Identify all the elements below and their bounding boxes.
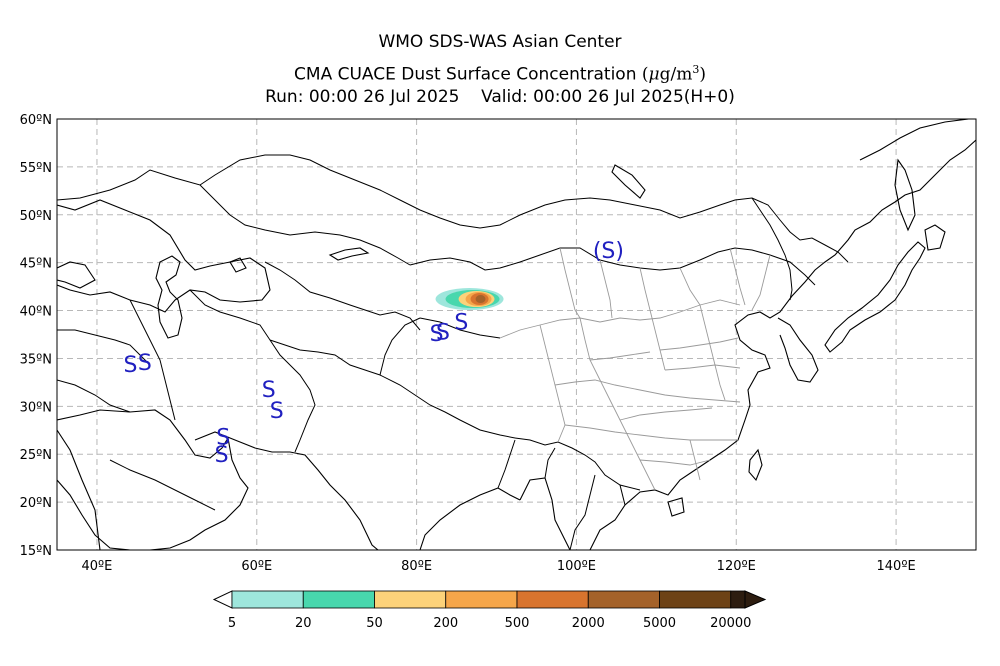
lon-tick-label: 60ºE bbox=[241, 559, 272, 574]
lat-tick-label: 40ºN bbox=[20, 305, 52, 320]
colorbar-label: 2000 bbox=[572, 616, 605, 631]
lat-tick-label: 45ºN bbox=[20, 257, 52, 272]
colorbar-label: 5 bbox=[228, 616, 236, 631]
lon-tick-label: 100ºE bbox=[557, 559, 596, 574]
latitude-labels: 60ºN 55ºN 50ºN 45ºN 40ºN 35ºN 30ºN 25ºN 20ºN 15ºN bbox=[20, 113, 52, 559]
map-frame bbox=[56, 118, 977, 551]
dust-plume bbox=[435, 288, 504, 311]
dust-storm-symbol: S bbox=[124, 353, 138, 378]
lon-tick-label: 40ºE bbox=[82, 559, 113, 574]
lat-tick-label: 55ºN bbox=[20, 161, 52, 176]
dust-storm-symbol: S bbox=[454, 311, 468, 336]
colorbar-over-arrow bbox=[744, 590, 767, 609]
country-borders bbox=[57, 154, 849, 550]
colorbar-segment bbox=[587, 590, 660, 609]
colorbar: 5 20 50 200 500 2000 5000 20000 bbox=[212, 590, 767, 631]
colorbar-label: 20 bbox=[295, 616, 312, 631]
title-line-3: Run: 00:00 26 Jul 2025 Valid: 00:00 26 J… bbox=[265, 87, 735, 107]
lat-tick-label: 15ºN bbox=[20, 544, 52, 559]
colorbar-label: 200 bbox=[433, 616, 458, 631]
lat-tick-label: 25ºN bbox=[20, 448, 52, 463]
lat-tick-label: 60ºN bbox=[20, 113, 52, 128]
plume-level-2000 bbox=[475, 295, 486, 304]
lat-tick-label: 20ºN bbox=[20, 496, 52, 511]
unit-gm: g/m bbox=[659, 64, 693, 85]
colorbar-segment bbox=[374, 590, 447, 609]
colorbar-segment bbox=[516, 590, 589, 609]
colorbar-label: 500 bbox=[505, 616, 530, 631]
coastlines bbox=[57, 119, 976, 550]
longitude-labels: 40ºE 60ºE 80ºE 100ºE 120ºE 140ºE bbox=[82, 559, 916, 574]
colorbar-segment bbox=[231, 590, 304, 609]
lat-tick-label: 30ºN bbox=[20, 400, 52, 415]
lon-tick-label: 140ºE bbox=[877, 559, 916, 574]
colorbar-under-arrow bbox=[212, 590, 233, 609]
dust-storm-symbol: S bbox=[138, 351, 152, 376]
dust-storm-symbol: S bbox=[436, 320, 450, 345]
colorbar-segment bbox=[302, 590, 375, 609]
colorbar-segment bbox=[659, 590, 732, 609]
title-variable: CMA CUACE Dust Surface Concentration bbox=[294, 64, 637, 85]
dust-storm-symbol: S bbox=[270, 399, 284, 424]
title-line-1: WMO SDS-WAS Asian Center bbox=[378, 32, 622, 52]
lat-tick-label: 50ºN bbox=[20, 209, 52, 224]
dust-storm-symbol: S bbox=[216, 426, 230, 451]
unit-mu: μ bbox=[648, 64, 660, 85]
unit-exponent: 3 bbox=[692, 63, 700, 76]
colorbar-label: 20000 bbox=[710, 616, 751, 631]
dust-storm-symbol: S bbox=[430, 322, 444, 347]
province-borders bbox=[499, 247, 771, 491]
lon-tick-label: 80ºE bbox=[401, 559, 432, 574]
dust-storm-symbol: S bbox=[215, 443, 229, 468]
colorbar-label: 5000 bbox=[643, 616, 676, 631]
colorbar-label: 50 bbox=[366, 616, 383, 631]
dust-storm-symbol: S bbox=[262, 378, 276, 403]
lon-tick-label: 120ºE bbox=[717, 559, 756, 574]
colorbar-segment bbox=[445, 590, 518, 609]
colorbar-segment bbox=[730, 590, 746, 609]
lat-tick-label: 35ºN bbox=[20, 352, 52, 367]
title-line-2: CMA CUACE Dust Surface Concentration (μg… bbox=[294, 63, 706, 85]
dust-storm-symbol: (S) bbox=[593, 239, 624, 264]
